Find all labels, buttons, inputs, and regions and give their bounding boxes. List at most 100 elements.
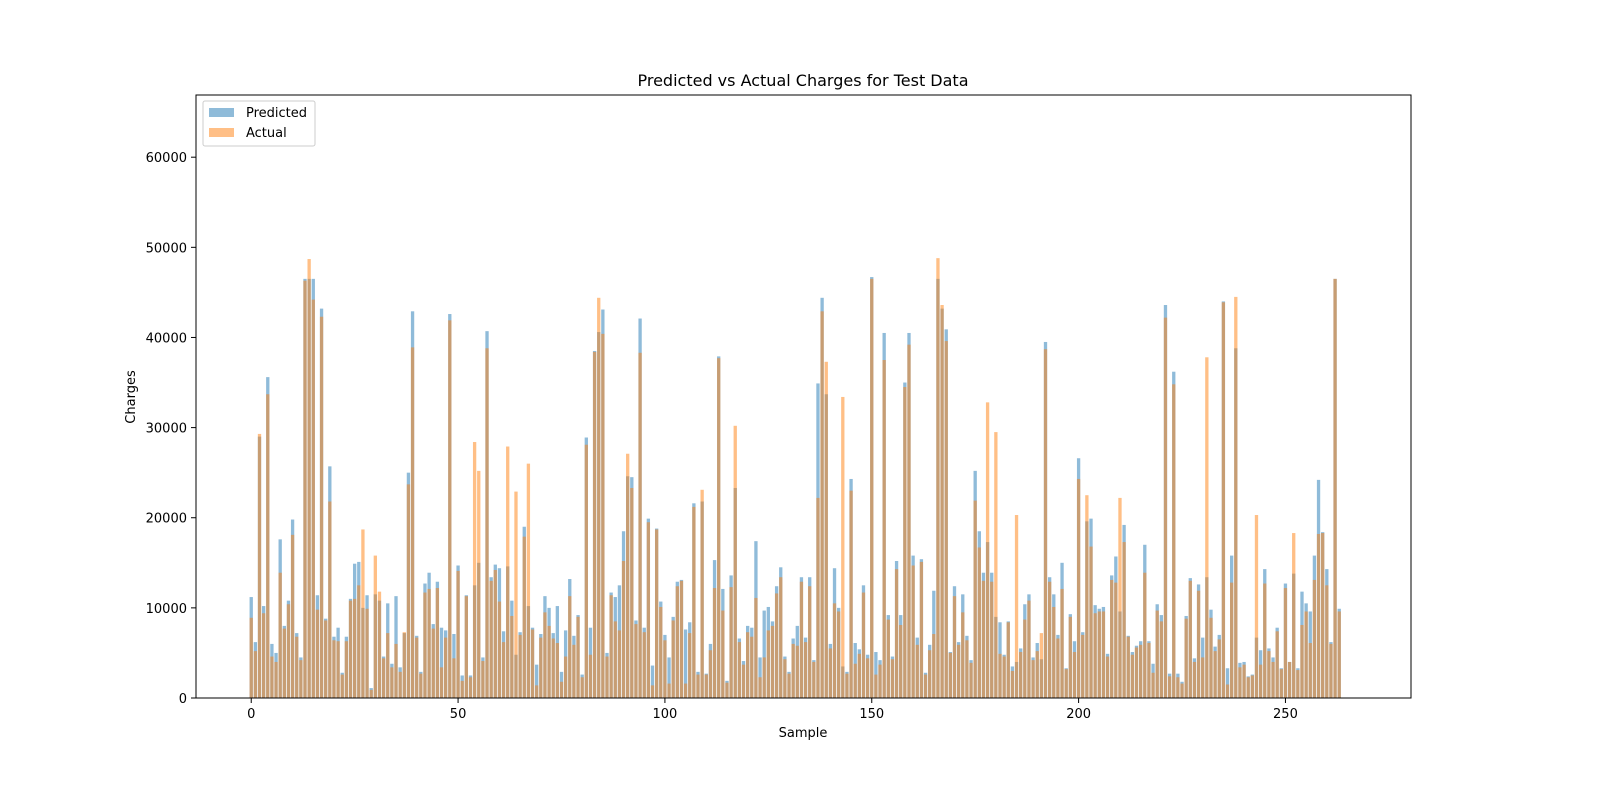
bar-predicted	[667, 657, 671, 698]
bar-actual	[1184, 618, 1188, 698]
y-tick-label: 20000	[146, 512, 187, 527]
bar-actual	[857, 653, 861, 698]
bar-actual	[1114, 582, 1118, 698]
bar-actual	[1292, 533, 1296, 698]
bar-actual	[605, 656, 609, 698]
bar-actual	[1151, 672, 1155, 698]
bar-actual	[642, 632, 646, 698]
bar-actual	[712, 588, 717, 698]
bar-actual	[559, 681, 564, 698]
bar-actual	[506, 446, 510, 698]
bar-actual	[568, 596, 572, 698]
bar-actual	[456, 570, 460, 698]
bar-actual	[522, 536, 526, 698]
bar-actual	[1246, 677, 1250, 698]
bar-actual	[828, 648, 833, 698]
bar-actual	[290, 534, 295, 698]
bar-actual	[1209, 617, 1213, 698]
bar-actual	[750, 636, 754, 698]
bar-actual	[973, 500, 977, 698]
bar-actual	[1019, 652, 1023, 698]
bar-actual	[613, 621, 617, 698]
bar-actual	[286, 604, 291, 698]
bar-actual	[415, 637, 419, 698]
bar-actual	[994, 432, 998, 698]
bar-actual	[899, 624, 903, 698]
bar-actual	[257, 433, 262, 698]
bar-actual	[526, 463, 531, 698]
bar-predicted	[535, 664, 539, 698]
bar-actual	[861, 592, 866, 698]
bar-actual	[390, 667, 394, 698]
bar-actual	[551, 638, 555, 698]
bar-actual	[1172, 384, 1176, 698]
legend-label-predicted: Predicted	[246, 106, 307, 121]
legend-swatch-predicted	[209, 108, 234, 117]
bar-actual	[965, 640, 969, 698]
x-tick-label: 100	[653, 707, 678, 722]
bar-actual	[981, 580, 986, 698]
bar-actual	[758, 677, 762, 698]
bar-actual	[514, 491, 518, 698]
bar-actual	[1176, 677, 1180, 698]
bar-actual	[1163, 317, 1168, 698]
bar-actual	[332, 640, 336, 698]
bar-actual	[1213, 651, 1217, 698]
bar-actual	[324, 620, 328, 698]
bar-actual	[766, 630, 770, 698]
bar-actual	[741, 664, 746, 698]
bar-actual	[733, 425, 737, 698]
bar-actual	[1159, 621, 1163, 698]
bar-actual	[1312, 579, 1317, 698]
bar-actual	[816, 497, 820, 698]
bar-actual	[977, 547, 981, 698]
bar-actual	[803, 642, 808, 698]
bar-actual	[671, 620, 675, 698]
bar-actual	[485, 348, 489, 698]
bar-actual	[365, 608, 369, 698]
bar-actual	[1254, 515, 1259, 698]
bar-actual	[650, 685, 655, 698]
bar-actual	[1167, 676, 1172, 698]
bar-actual	[646, 522, 651, 698]
bar-actual	[1035, 651, 1039, 698]
bar-actual	[1258, 664, 1263, 698]
bar-actual	[539, 637, 543, 698]
bar-actual	[1134, 647, 1139, 698]
bar-actual	[696, 674, 700, 698]
bar-actual	[1002, 656, 1006, 698]
bar-actual	[1275, 631, 1279, 698]
bar-actual	[253, 651, 258, 698]
bar-actual	[510, 615, 514, 698]
bar-actual	[808, 586, 812, 698]
bar-actual	[1283, 588, 1288, 698]
bar-actual	[903, 387, 907, 698]
bar-actual	[406, 484, 411, 698]
y-tick-label: 0	[179, 692, 187, 707]
bar-actual	[1147, 643, 1151, 698]
bar-actual	[1105, 656, 1110, 698]
bar-actual	[704, 674, 708, 698]
bar-actual	[563, 656, 568, 698]
bar-actual	[1271, 661, 1275, 698]
bar-actual	[344, 641, 349, 698]
bar-actual	[1287, 661, 1292, 698]
bar-actual	[746, 632, 750, 698]
bar-actual	[1047, 581, 1052, 698]
bar-actual	[315, 609, 320, 698]
bar-predicted	[683, 629, 688, 698]
bar-predicted	[1225, 668, 1230, 698]
y-tick-label: 30000	[146, 422, 187, 437]
bar-actual	[311, 299, 315, 698]
bar-actual	[659, 606, 663, 698]
y-tick-label: 50000	[146, 241, 187, 256]
bar-actual	[1217, 639, 1221, 698]
bar-actual	[348, 600, 353, 698]
bar-actual	[1064, 669, 1068, 698]
bar-actual	[543, 612, 547, 698]
bar-actual	[1130, 654, 1135, 698]
bar-actual	[1097, 611, 1101, 698]
bar-actual	[592, 351, 597, 698]
bar-actual	[688, 633, 692, 698]
bar-actual	[261, 613, 266, 698]
